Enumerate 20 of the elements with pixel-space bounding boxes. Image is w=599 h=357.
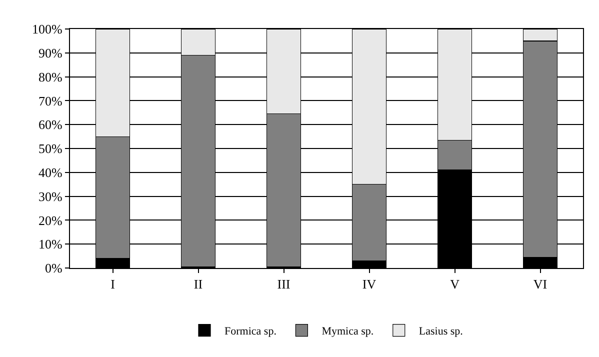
- legend-label: Formica sp.: [224, 326, 277, 338]
- x-tick-label: I: [110, 276, 115, 292]
- x-tick-label: IV: [362, 276, 377, 292]
- y-tick-label: 90%: [38, 45, 63, 60]
- legend-label: Mymica sp.: [322, 326, 374, 338]
- x-tick-label: II: [194, 276, 203, 292]
- y-tick-label: 20%: [38, 212, 63, 228]
- y-tick-label: 10%: [38, 236, 63, 252]
- y-tick-label: 60%: [38, 117, 63, 132]
- x-tick-label: V: [450, 276, 460, 292]
- y-tick-label: 80%: [38, 69, 63, 84]
- x-tick-label: VI: [533, 276, 548, 292]
- y-tick-label: 0%: [45, 260, 63, 276]
- y-tick-label: 70%: [38, 93, 63, 108]
- legend-label: Lasius sp.: [418, 326, 464, 338]
- y-tick-label: 100%: [32, 22, 63, 37]
- x-tick-label: III: [277, 276, 290, 292]
- y-tick-label: 30%: [38, 188, 63, 204]
- y-tick-label: 40%: [38, 164, 63, 180]
- y-tick-label: 50%: [38, 141, 63, 156]
